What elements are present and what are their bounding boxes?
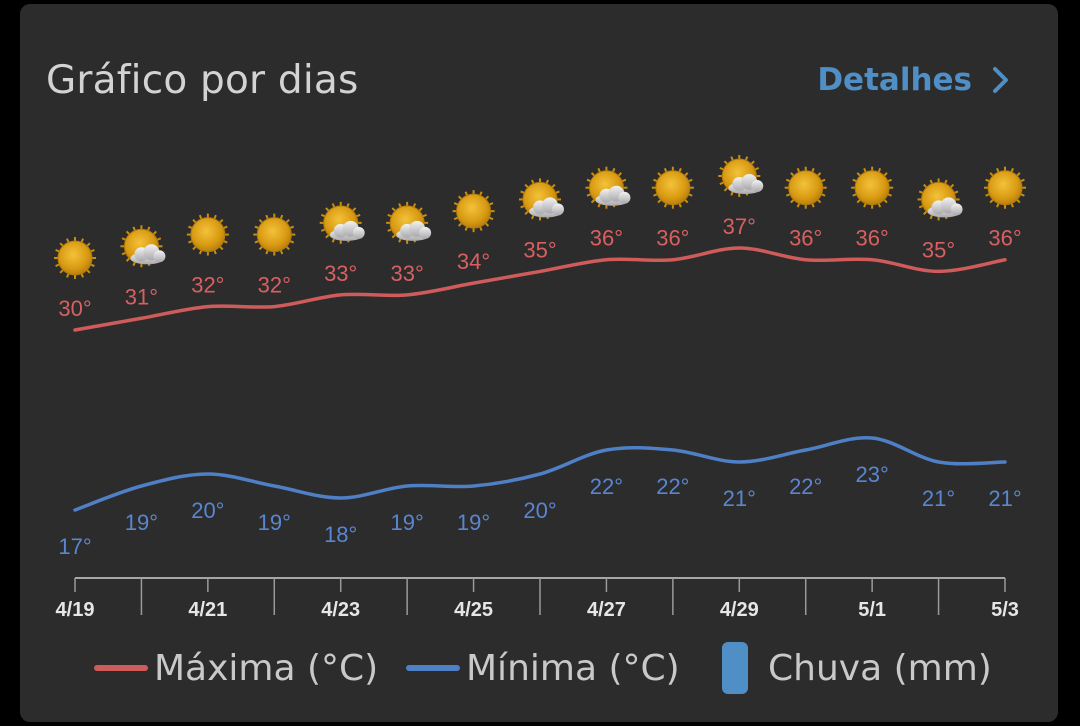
max-temp-label: 37° bbox=[723, 214, 756, 239]
max-temp-line bbox=[73, 246, 1007, 332]
partly-cloudy-icon bbox=[519, 178, 564, 221]
sun-icon bbox=[452, 190, 495, 233]
sun-icon bbox=[54, 237, 96, 279]
max-temp-label: 36° bbox=[656, 226, 689, 251]
legend-rain-swatch bbox=[722, 642, 748, 694]
partly-cloudy-icon bbox=[386, 201, 432, 244]
max-temp-label: 36° bbox=[590, 226, 623, 251]
min-temp-label: 21° bbox=[922, 486, 955, 511]
max-temp-label: 32° bbox=[191, 273, 224, 298]
max-temp-label: 36° bbox=[856, 226, 889, 251]
partly-cloudy-icon bbox=[120, 225, 166, 268]
partly-cloudy-icon bbox=[585, 166, 631, 209]
details-label: Detalhes bbox=[817, 62, 972, 98]
min-temp-label: 19° bbox=[457, 510, 490, 535]
min-temp-label: 17° bbox=[58, 534, 91, 559]
min-temp-label: 21° bbox=[988, 486, 1021, 511]
x-tick-label: 5/3 bbox=[991, 599, 1019, 621]
legend-max: Máxima (°C) bbox=[94, 640, 378, 696]
legend-max-label: Máxima (°C) bbox=[154, 647, 379, 689]
min-temp-label: 22° bbox=[656, 474, 689, 499]
legend-rain: Chuva (mm) bbox=[722, 640, 992, 696]
daily-chart-card: Gráfico por dias Detalhes bbox=[20, 4, 1058, 722]
min-temp-label: 19° bbox=[258, 510, 291, 535]
min-temp-label: 20° bbox=[523, 498, 556, 523]
max-temp-label: 32° bbox=[258, 273, 291, 298]
sun-icon bbox=[784, 166, 827, 209]
partly-cloudy-icon bbox=[917, 178, 963, 221]
max-temp-label: 36° bbox=[789, 226, 822, 251]
min-temp-label: 18° bbox=[324, 522, 357, 547]
legend-min-label: Mínima (°C) bbox=[466, 647, 680, 689]
sun-icon bbox=[851, 166, 894, 209]
x-tick-label: 4/23 bbox=[321, 599, 360, 621]
details-link[interactable]: Detalhes bbox=[817, 62, 1012, 98]
max-temp-label: 33° bbox=[391, 261, 424, 286]
min-temp-label: 22° bbox=[590, 474, 623, 499]
card-title: Gráfico por dias bbox=[46, 58, 359, 103]
max-temp-label: 35° bbox=[922, 237, 955, 262]
x-tick-label: 4/25 bbox=[454, 599, 493, 621]
legend-rain-label: Chuva (mm) bbox=[768, 647, 992, 689]
x-tick-label: 4/21 bbox=[188, 599, 227, 621]
max-temp-label: 36° bbox=[988, 226, 1021, 251]
legend-min-swatch bbox=[406, 665, 460, 671]
max-temp-label: 33° bbox=[324, 261, 357, 286]
sun-icon bbox=[984, 166, 1026, 209]
min-temp-label: 20° bbox=[191, 498, 224, 523]
chart-legend: Máxima (°C) Mínima (°C) Chuva (mm) bbox=[0, 640, 1080, 700]
chevron-right-icon bbox=[993, 67, 1008, 93]
partly-cloudy-icon bbox=[718, 155, 764, 197]
x-tick-label: 4/27 bbox=[587, 599, 626, 621]
x-tick-label: 5/1 bbox=[858, 599, 886, 621]
max-temp-label: 35° bbox=[523, 237, 556, 262]
x-tick-label: 4/19 bbox=[56, 599, 95, 621]
max-temp-label: 31° bbox=[125, 284, 158, 309]
min-temp-label: 22° bbox=[789, 474, 822, 499]
max-temp-label: 34° bbox=[457, 249, 490, 274]
temperature-chart: 4/19 4/21 4/23 4/25 4/27 4/29 5/1 5/3 30° 31° 32° 3… bbox=[54, 155, 1026, 621]
max-temp-label: 30° bbox=[58, 296, 91, 321]
min-temp-line bbox=[73, 436, 1007, 512]
min-temp-label: 19° bbox=[391, 510, 424, 535]
sun-icon bbox=[253, 213, 296, 256]
sun-icon bbox=[651, 166, 694, 209]
partly-cloudy-icon bbox=[319, 201, 365, 244]
sun-icon bbox=[186, 213, 229, 256]
x-tick-label: 4/29 bbox=[720, 599, 759, 621]
min-temp-label: 23° bbox=[856, 462, 889, 487]
min-temp-label: 21° bbox=[723, 486, 756, 511]
legend-max-swatch bbox=[94, 665, 148, 671]
legend-min: Mínima (°C) bbox=[406, 640, 680, 696]
min-temp-label: 19° bbox=[125, 510, 158, 535]
